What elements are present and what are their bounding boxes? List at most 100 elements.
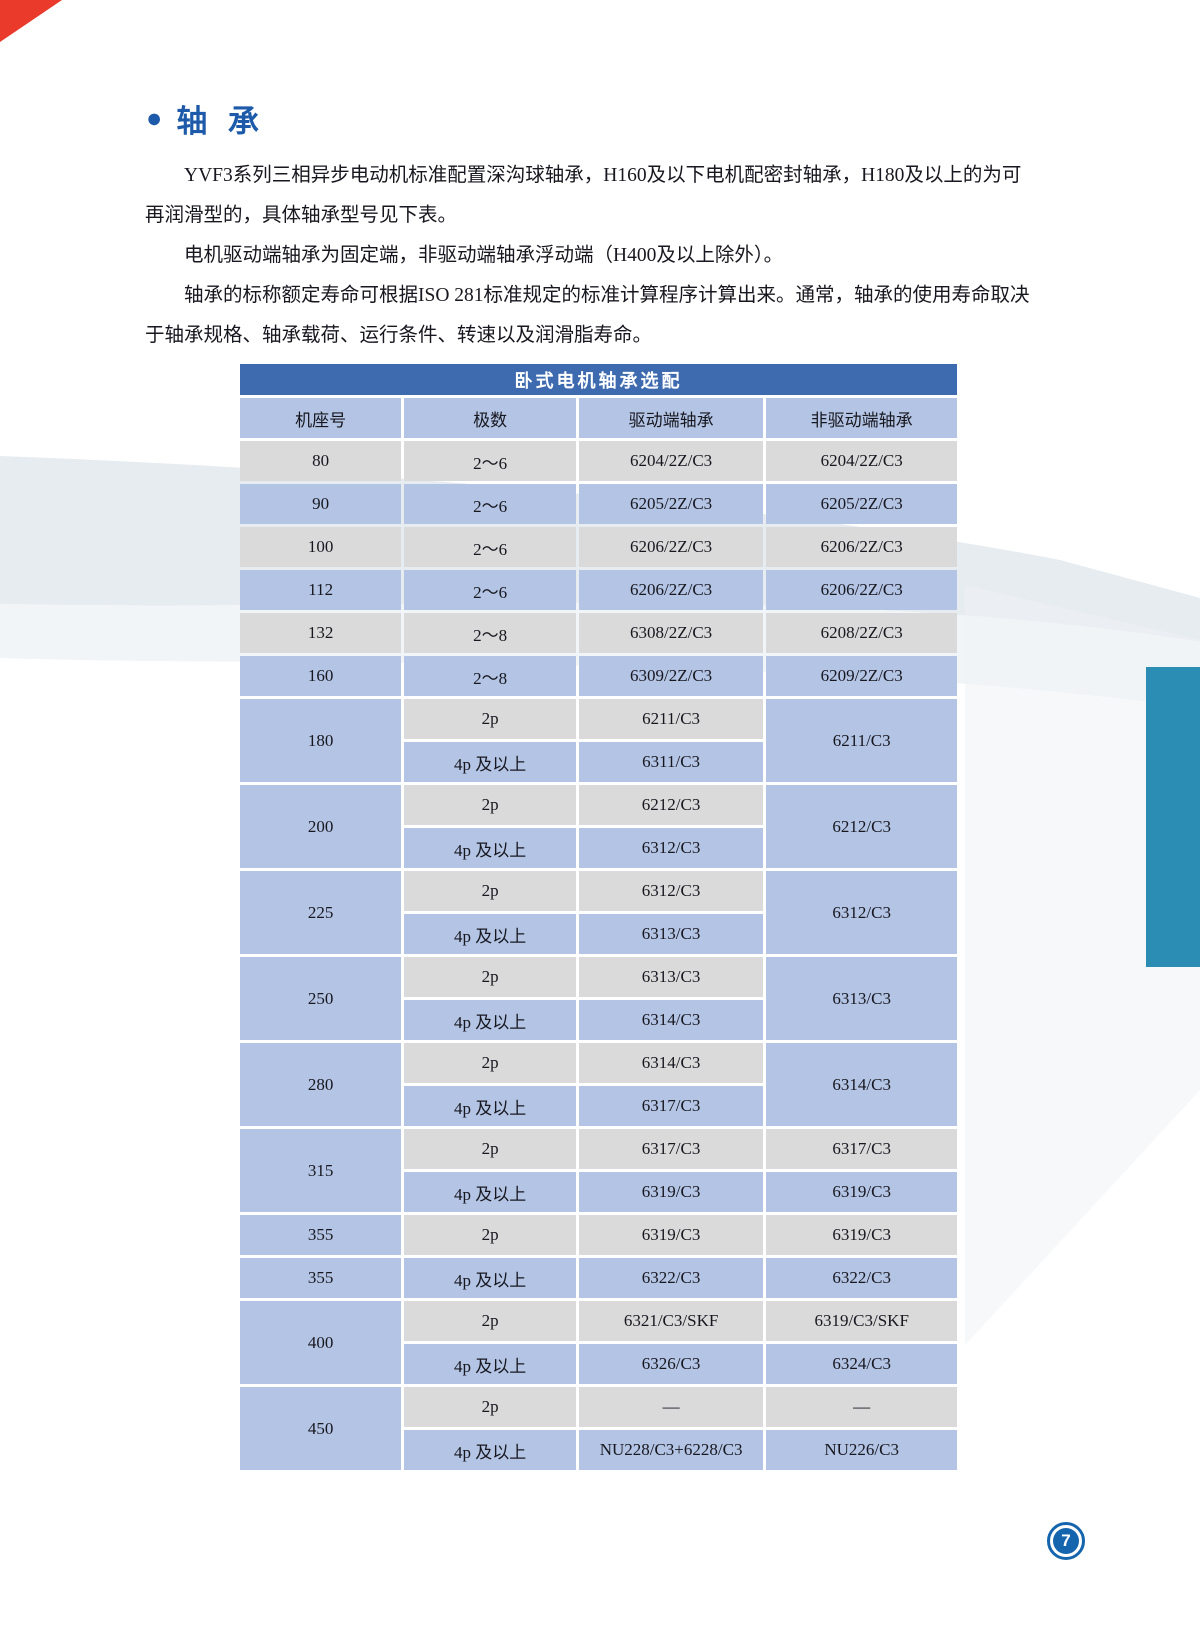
table-row: 315 2p 6317/C3 6317/C3 <box>240 1129 957 1212</box>
table-cell: 6204/2Z/C3 <box>578 441 764 481</box>
table-cell: 4p 及以上 <box>404 828 576 868</box>
table-cell: 6308/2Z/C3 <box>578 613 764 653</box>
intro-text: YVF3系列三相异步电动机标准配置深沟球轴承，H160及以下电机配密封轴承，H1… <box>145 156 1038 356</box>
table-cell: 100 <box>240 527 402 567</box>
table-cell: 4p 及以上 <box>404 1344 576 1384</box>
table-cell: 4p 及以上 <box>404 1086 576 1126</box>
table-row: 4p 及以上 6313/C3 <box>240 914 957 954</box>
table-cell: 6311/C3 <box>578 742 764 782</box>
table-row: 4p 及以上 6311/C3 <box>240 742 957 782</box>
table-row: 355 4p 及以上 6322/C3 6322/C3 <box>240 1258 957 1298</box>
table-cell: 2～8 <box>404 656 576 696</box>
table-cell: 6313/C3 <box>766 957 957 1040</box>
table-cell: 2～8 <box>404 613 576 653</box>
table-cell: 6211/C3 <box>578 699 764 739</box>
table-cell: 355 <box>240 1258 402 1298</box>
table-cell: 250 <box>240 957 402 1040</box>
table-cell: — <box>766 1387 957 1427</box>
table-cell: 6206/2Z/C3 <box>578 527 764 567</box>
table-title: 卧式电机轴承选配 <box>240 364 957 395</box>
table-cell: 2p <box>404 785 576 825</box>
table-row: 160 2～8 6309/2Z/C3 6209/2Z/C3 <box>240 656 957 696</box>
swoosh-right-wedge <box>965 585 1200 1345</box>
col-header-frame-size: 机座号 <box>240 398 402 438</box>
table-cell: — <box>578 1387 764 1427</box>
table-cell: 6322/C3 <box>766 1258 957 1298</box>
table-row: 450 2p — — <box>240 1387 957 1470</box>
table-row: 200 2p 6212/C3 6212/C3 <box>240 785 957 868</box>
table-row: 400 2p 6321/C3/SKF 6319/C3/SKF <box>240 1301 957 1384</box>
table-cell: NU228/C3+6228/C3 <box>578 1430 764 1470</box>
table-row: 80 2～6 6204/2Z/C3 6204/2Z/C3 <box>240 441 957 481</box>
table-cell: 6212/C3 <box>578 785 764 825</box>
table-cell: 6312/C3 <box>578 828 764 868</box>
table-cell: 450 <box>240 1387 402 1470</box>
bullet-icon: ● <box>146 103 163 133</box>
table-row: 4p 及以上 NU228/C3+6228/C3 NU226/C3 <box>240 1430 957 1470</box>
table-cell: 280 <box>240 1043 402 1126</box>
col-header-non-drive-end: 非驱动端轴承 <box>766 398 957 438</box>
table-cell: 6317/C3 <box>578 1086 764 1126</box>
table-cell: 2p <box>404 1215 576 1255</box>
table-row: 4p 及以上 6326/C3 6324/C3 <box>240 1344 957 1384</box>
table-cell: 4p 及以上 <box>404 1258 576 1298</box>
col-header-drive-end: 驱动端轴承 <box>578 398 764 438</box>
table-cell: 90 <box>240 484 402 524</box>
table-row: 355 2p 6319/C3 6319/C3 <box>240 1215 957 1255</box>
page-title: 轴 承 <box>176 104 265 139</box>
table-cell: 2p <box>404 1043 576 1083</box>
intro-paragraph-1: YVF3系列三相异步电动机标准配置深沟球轴承，H160及以下电机配密封轴承，H1… <box>145 165 1022 226</box>
table-cell: 4p 及以上 <box>404 914 576 954</box>
bearing-table: 卧式电机轴承选配 机座号 极数 驱动端轴承 非驱动端轴承 80 2～6 6204/2… <box>237 361 960 1473</box>
table-row: 90 2～6 6205/2Z/C3 6205/2Z/C3 <box>240 484 957 524</box>
table-cell: 6209/2Z/C3 <box>766 656 957 696</box>
intro-paragraph-3: 轴承的标称额定寿命可根据ISO 281标准规定的标准计算程序计算出来。通常，轴承… <box>145 285 1030 346</box>
table-cell: 2p <box>404 957 576 997</box>
table-cell: 6205/2Z/C3 <box>766 484 957 524</box>
table-cell: 2～6 <box>404 484 576 524</box>
table-cell: 6212/C3 <box>766 785 957 868</box>
table-cell: 6314/C3 <box>578 1043 764 1083</box>
table-cell: 6312/C3 <box>766 871 957 954</box>
table-cell: 6326/C3 <box>578 1344 764 1384</box>
corner-red-triangle <box>0 0 62 42</box>
table-cell: 6206/2Z/C3 <box>766 527 957 567</box>
table-row: 100 2～6 6206/2Z/C3 6206/2Z/C3 <box>240 527 957 567</box>
table-cell: 112 <box>240 570 402 610</box>
table-cell: 180 <box>240 699 402 782</box>
table-cell: 6324/C3 <box>766 1344 957 1384</box>
table-cell: 132 <box>240 613 402 653</box>
table-cell: 6313/C3 <box>578 914 764 954</box>
table-cell: 4p 及以上 <box>404 742 576 782</box>
table-cell: 6314/C3 <box>578 1000 764 1040</box>
table-cell: 6317/C3 <box>766 1129 957 1169</box>
side-accent-block <box>1146 667 1200 967</box>
table-cell: 2p <box>404 871 576 911</box>
table-cell: 2p <box>404 1387 576 1427</box>
table-cell: 160 <box>240 656 402 696</box>
table-cell: 355 <box>240 1215 402 1255</box>
table-cell: 6208/2Z/C3 <box>766 613 957 653</box>
intro-paragraph-2: 电机驱动端轴承为固定端，非驱动端轴承浮动端（H400及以上除外）。 <box>184 245 784 266</box>
table-cell: 2～6 <box>404 441 576 481</box>
table-row: 280 2p 6314/C3 6314/C3 <box>240 1043 957 1126</box>
table-cell: 200 <box>240 785 402 868</box>
table-cell: 2～6 <box>404 570 576 610</box>
table-cell: 400 <box>240 1301 402 1384</box>
table-cell: 6312/C3 <box>578 871 764 911</box>
table-cell: 4p 及以上 <box>404 1172 576 1212</box>
table-cell: 2p <box>404 1129 576 1169</box>
table-cell: 6309/2Z/C3 <box>578 656 764 696</box>
table-cell: 2～6 <box>404 527 576 567</box>
page-number-badge: 7 <box>1047 1522 1085 1560</box>
table-cell: 6319/C3/SKF <box>766 1301 957 1341</box>
table-row: 4p 及以上 6317/C3 <box>240 1086 957 1126</box>
table-cell: 6319/C3 <box>578 1172 764 1212</box>
table-cell: 225 <box>240 871 402 954</box>
table-cell: 6319/C3 <box>766 1172 957 1212</box>
table-row: 4p 及以上 6312/C3 <box>240 828 957 868</box>
table-row: 180 2p 6211/C3 6211/C3 <box>240 699 957 782</box>
table-cell: 6322/C3 <box>578 1258 764 1298</box>
table-cell: 6314/C3 <box>766 1043 957 1126</box>
